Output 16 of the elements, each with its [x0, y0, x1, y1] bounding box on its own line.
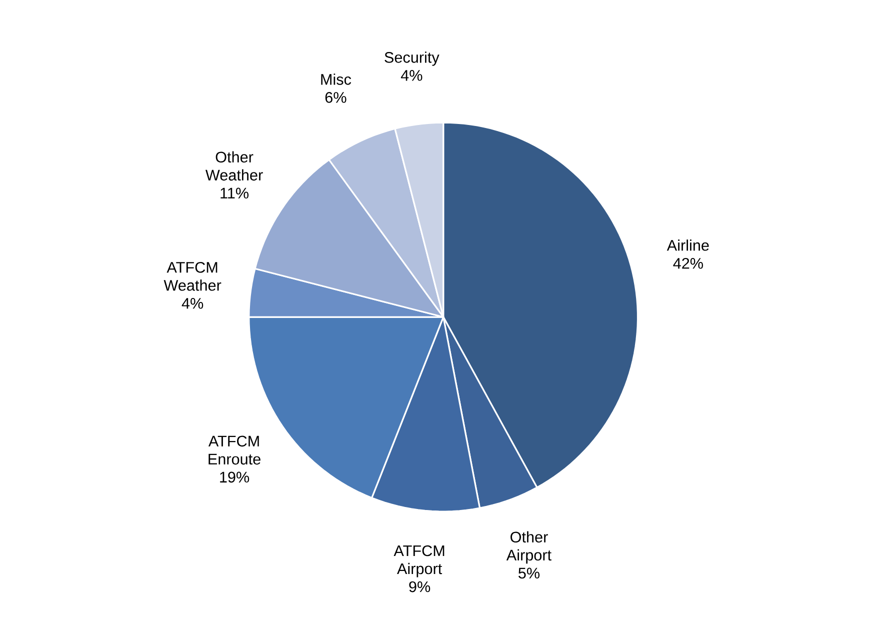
data-label: 4% — [182, 298, 204, 309]
slice-label: ATFCM Enroute — [208, 436, 260, 464]
data-label: 4% — [400, 70, 422, 81]
data-label: 9% — [409, 581, 430, 592]
slice-label: Other Weather — [205, 151, 263, 180]
slice-label: Security — [384, 51, 440, 66]
data-label: 11% — [220, 188, 249, 198]
slice-label: Airline — [666, 239, 709, 251]
data-label: 42% — [673, 258, 703, 269]
slice-label: ATFCM Weather — [164, 262, 222, 291]
data-label: 6% — [325, 92, 346, 103]
slice-label: Misc — [321, 74, 352, 85]
data-label: 5% — [518, 568, 540, 578]
slice-label: ATFCM Airport — [394, 545, 444, 578]
data-label: 19% — [220, 472, 250, 482]
slice-label: Other Airport — [506, 531, 552, 564]
